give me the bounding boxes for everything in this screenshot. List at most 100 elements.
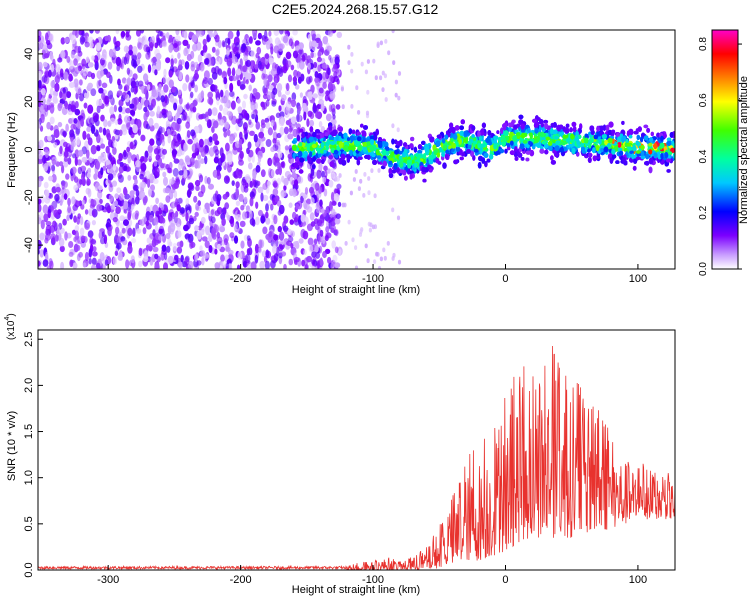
heatmap-cell — [45, 220, 52, 227]
heatmap-cell — [285, 51, 292, 60]
heatmap-cell — [192, 43, 198, 52]
heatmap-cell — [186, 43, 190, 49]
heatmap-cell — [332, 63, 337, 70]
heatmap-cell — [273, 253, 279, 262]
heatmap-cell — [81, 199, 86, 206]
heatmap-cell — [183, 169, 188, 179]
heatmap-cell — [54, 75, 60, 84]
heatmap-cell — [48, 69, 52, 78]
heatmap-cell — [168, 44, 173, 53]
heatmap-cell — [317, 49, 321, 60]
heatmap-cell — [249, 197, 254, 207]
heatmap-cell — [363, 172, 367, 177]
heatmap-cell — [298, 238, 304, 244]
heatmap-cell — [47, 205, 53, 213]
heatmap-cell — [175, 35, 181, 42]
heatmap-cell — [132, 227, 136, 237]
heatmap-cell — [107, 61, 113, 70]
heatmap-cell — [185, 198, 190, 206]
heatmap-cell — [195, 202, 200, 211]
heatmap-cell — [112, 217, 118, 223]
heatmap-cell — [212, 193, 218, 202]
heatmap-cell — [137, 65, 143, 74]
heatmap-cell — [666, 169, 671, 173]
heatmap-cell — [232, 146, 238, 155]
heatmap-cell — [384, 39, 388, 44]
heatmap-cell — [150, 57, 156, 64]
heatmap-cell — [107, 90, 114, 100]
heatmap-cell — [288, 38, 293, 47]
heatmap-cell — [163, 84, 169, 93]
heatmap-cell — [307, 237, 314, 246]
heatmap-cell — [115, 40, 121, 48]
heatmap-cell — [188, 82, 192, 92]
heatmap-cell — [277, 150, 283, 159]
heatmap-cell — [138, 123, 142, 132]
heatmap-cell — [396, 215, 401, 221]
heatmap-cell — [194, 225, 199, 232]
heatmap-cell — [167, 255, 174, 264]
heatmap-cell — [314, 245, 319, 253]
heatmap-cell — [143, 112, 148, 121]
heatmap-cell — [334, 262, 341, 269]
heatmap-cell — [212, 233, 217, 240]
heatmap-cell — [107, 173, 114, 181]
heatmap-cell — [73, 236, 77, 242]
heatmap-cell — [350, 68, 354, 74]
heatmap-cell — [176, 117, 182, 125]
chart-title: C2E5.2024.268.15.57.G12 — [272, 1, 439, 17]
heatmap-cell — [364, 69, 368, 75]
heatmap-cell — [176, 204, 181, 212]
heatmap-cell — [71, 166, 77, 175]
heatmap-cell — [265, 249, 270, 258]
heatmap-cell — [217, 68, 223, 76]
heatmap-cell — [233, 223, 238, 231]
heatmap-cell — [565, 123, 570, 128]
heatmap-cell — [281, 94, 287, 102]
heatmap-cell — [318, 40, 323, 49]
heatmap-cell — [354, 245, 358, 251]
heatmap-cell — [189, 241, 194, 249]
heatmap-cell — [124, 115, 130, 124]
heatmap-cell — [270, 119, 275, 127]
heatmap-cell — [115, 206, 121, 215]
heatmap-cell — [157, 158, 163, 166]
heatmap-cell — [352, 177, 356, 182]
heatmap-cell — [74, 66, 81, 75]
heatmap-cell — [322, 71, 327, 80]
heatmap-cell — [126, 122, 131, 131]
heatmap-cell — [39, 232, 45, 241]
heatmap-cell — [123, 56, 127, 65]
heatmap-cell — [158, 83, 162, 90]
heatmap-cell — [311, 259, 316, 265]
heatmap-cell — [162, 171, 167, 178]
heatmap-cell — [62, 218, 67, 226]
heatmap-cell — [170, 201, 175, 210]
heatmap-cell — [290, 99, 297, 108]
heatmap-cell — [146, 237, 152, 244]
heatmap-cell — [256, 46, 262, 55]
heatmap-cell — [145, 52, 151, 60]
heatmap-cell — [377, 265, 382, 269]
heatmap-cell — [45, 32, 49, 42]
heatmap-cell — [109, 106, 115, 115]
heatmap-cell — [257, 32, 262, 40]
heatmap-cell — [286, 60, 292, 68]
heatmap-cell — [260, 169, 266, 178]
heatmap-cell — [70, 124, 77, 130]
heatmap-cell — [307, 91, 312, 100]
heatmap-cell — [293, 256, 300, 263]
heatmap-cell — [194, 84, 199, 93]
heatmap-cell — [397, 71, 402, 76]
heatmap-cell — [200, 216, 206, 224]
heatmap-cell — [387, 50, 391, 56]
heatmap-cell — [80, 235, 86, 242]
heatmap-cell — [220, 254, 225, 262]
heatmap-cell — [282, 225, 289, 232]
heatmap-cell — [235, 181, 240, 189]
heatmap-cell — [138, 260, 143, 268]
heatmap-cell — [69, 60, 74, 70]
heatmap-cell — [103, 119, 108, 128]
heatmap-cell — [90, 264, 97, 269]
heatmap-cell — [77, 166, 83, 175]
